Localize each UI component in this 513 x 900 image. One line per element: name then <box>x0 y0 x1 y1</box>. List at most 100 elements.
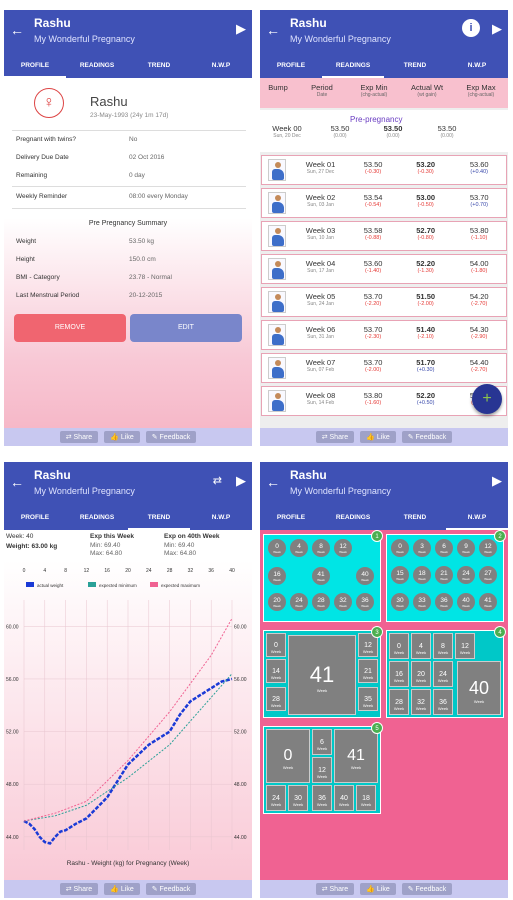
play-icon[interactable]: ▶ <box>236 21 246 36</box>
share-button[interactable]: ⇄ Share <box>59 883 99 895</box>
week-number: 40 <box>468 677 490 698</box>
share-button[interactable]: ⇄ Share <box>315 883 355 895</box>
reading-row[interactable]: Week 05 Sun, 24 Jan 53.70 (-2.20) 51.50 (-2.0… <box>261 287 507 317</box>
edit-button[interactable]: EDIT <box>130 314 242 342</box>
week-tile: 40 Week <box>334 785 354 811</box>
remove-button[interactable]: REMOVE <box>14 314 126 342</box>
exp-max-change: (-2.70) <box>471 367 488 373</box>
tab-readings[interactable]: READINGS <box>79 514 115 521</box>
nwp-card-2[interactable]: 0 Week 3 Week 6 Week 9 Week 12 Week 15 Week 18 Week 21… <box>386 534 504 622</box>
week-unit: Week <box>361 578 369 582</box>
reading-row[interactable]: Week 02 Sun, 03 Jan 53.54 (-0.54) 53.00 (-0.5… <box>261 188 507 218</box>
readings-screen: ← Rashu My Wonderful Pregnancy i ▶ PROFI… <box>260 10 508 446</box>
feedback-button[interactable]: ✎ Feedback <box>145 883 197 895</box>
readings-list[interactable]: Pre-pregnancy Week 00 Sun, 20 Dec 53.50 (0… <box>260 108 508 428</box>
actual-cell: 53.00 (-0.50) <box>399 189 453 208</box>
feedback-button[interactable]: ✎ Feedback <box>401 883 453 895</box>
week-unit: Week <box>295 604 303 608</box>
reading-row[interactable]: Week 01 Sun, 27 Dec 53.50 (-0.30) 53.20 (-0.3… <box>261 155 507 185</box>
week-number: 8 <box>319 543 323 550</box>
feedback-button[interactable]: ✎ Feedback <box>401 431 453 443</box>
week-circle: 40 Week <box>457 593 475 611</box>
play-icon[interactable]: ▶ <box>236 473 246 488</box>
profile-screen: ← Rashu My Wonderful Pregnancy ▶ PROFILE… <box>4 10 252 446</box>
feedback-label: Feedback <box>415 434 447 441</box>
like-button[interactable]: 👍 Like <box>360 431 396 443</box>
like-button[interactable]: 👍 Like <box>104 883 140 895</box>
like-button[interactable]: 👍 Like <box>104 431 140 443</box>
play-icon[interactable]: ▶ <box>492 473 502 488</box>
play-icon[interactable]: ▶ <box>492 21 502 36</box>
tab-profile[interactable]: PROFILE <box>4 56 66 78</box>
week-label: Week 05 <box>305 292 336 301</box>
app-title: Rashu <box>290 468 327 482</box>
back-arrow-icon[interactable]: ← <box>10 22 24 38</box>
divider <box>12 130 246 131</box>
figure-thumbnail <box>268 291 286 313</box>
exp-max-cell: 53.70 (+0.70) <box>452 189 506 208</box>
back-arrow-icon[interactable]: ← <box>266 22 280 38</box>
back-arrow-icon[interactable]: ← <box>10 474 24 490</box>
week-unit: Week <box>437 649 449 655</box>
like-button[interactable]: 👍 Like <box>360 883 396 895</box>
pregnant-figure-icon <box>262 288 294 316</box>
week-unit: Week <box>393 649 405 655</box>
share-button[interactable]: ⇄ Share <box>59 431 99 443</box>
nwp-card-4[interactable]: 0 Week 4 Week 8 Week 12 Week 16 Week 20 Week 24 Week 2… <box>386 630 504 718</box>
reading-row[interactable]: Week 06 Sun, 31 Jan 53.70 (-2.30) 51.40 (-2.1… <box>261 320 507 350</box>
week-circle: 36 Week <box>356 593 374 611</box>
reading-row[interactable]: Week 03 Sun, 10 Jan 53.58 (-0.88) 52.70 (-0.8… <box>261 221 507 251</box>
reminder-row[interactable]: Weekly Reminder 08:00 every Monday <box>16 193 242 200</box>
tab-nwp[interactable]: N.W.P <box>446 508 508 530</box>
exp-min-change: (-1.60) <box>364 400 382 406</box>
current-weight: Weight: 63.00 kg <box>6 543 58 550</box>
exp-min-change: (-0.88) <box>364 235 382 241</box>
week-unit: Week <box>418 550 426 554</box>
week-tile: 40 Week <box>457 661 501 715</box>
exp-min-change: (-1.40) <box>364 268 382 274</box>
chart-title: Rashu - Weight (kg) for Pregnancy (Week) <box>67 860 190 867</box>
week-unit: Week <box>362 674 374 680</box>
week-tile: 41 Week <box>288 635 356 715</box>
week-number: 30 <box>294 794 302 802</box>
reading-row[interactable]: Week 08 Sun, 14 Feb 53.80 (-1.60) 52.20 (+0.5… <box>261 386 507 416</box>
tab-profile[interactable]: PROFILE <box>276 514 306 521</box>
tab-trend[interactable]: TREND <box>147 62 171 69</box>
nwp-body: 0 Week 4 Week 8 Week 12 Week 16 Week 20 Week 24 Week 2… <box>260 530 508 880</box>
legend-label: expected minimum <box>99 583 137 588</box>
week-number: 12 <box>318 766 326 774</box>
footer-bar: ⇄ Share 👍 Like ✎ Feedback <box>4 428 252 446</box>
info-icon[interactable]: i <box>462 19 480 37</box>
feedback-button[interactable]: ✎ Feedback <box>145 431 197 443</box>
add-reading-button[interactable]: + <box>472 384 502 414</box>
share-icon[interactable]: ⇄ <box>212 475 222 487</box>
reading-row[interactable]: Week 04 Sun, 17 Jan 53.60 (-1.40) 52.20 (-1.3… <box>261 254 507 284</box>
week-unit: Week <box>362 702 374 708</box>
tab-readings[interactable]: READINGS <box>79 62 115 69</box>
tab-nwp[interactable]: N.W.P <box>467 62 487 69</box>
nwp-card-5[interactable]: 0 Week 41 Week 6 Week 12 Week 24 Week 30 Week 36 Week… <box>263 726 381 814</box>
week-tile: 24 Week <box>433 661 453 687</box>
share-button[interactable]: ⇄ Share <box>315 431 355 443</box>
week-unit: Week <box>338 801 350 807</box>
week-number: 6 <box>442 543 446 550</box>
back-arrow-icon[interactable]: ← <box>266 474 280 490</box>
tab-profile[interactable]: PROFILE <box>20 514 50 521</box>
col-header: Exp Min (chg-actual) <box>348 78 400 108</box>
nwp-card-3[interactable]: 41 Week 0 Week 14 Week 28 Week 12 Week 21 Week 35 Wee… <box>263 630 381 718</box>
nwp-card-1[interactable]: 0 Week 4 Week 8 Week 12 Week 16 Week 20 Week 24 Week 2… <box>263 534 381 622</box>
tab-profile[interactable]: PROFILE <box>276 62 306 69</box>
actual-cell: 52.20 (+0.50) <box>399 387 453 406</box>
reading-row[interactable]: Week 07 Sun, 07 Feb 53.70 (-2.00) 51.70 (+0.3… <box>261 353 507 383</box>
exp-max-change: (-2.90) <box>471 334 488 340</box>
week-tile: 4 Week <box>411 633 431 659</box>
tab-readings[interactable]: READINGS <box>322 56 384 78</box>
tab-trend[interactable]: TREND <box>403 62 427 69</box>
tab-nwp[interactable]: N.W.P <box>211 62 231 69</box>
week-number: 28 <box>317 597 325 604</box>
tab-trend[interactable]: TREND <box>403 514 427 521</box>
tab-nwp[interactable]: N.W.P <box>211 514 231 521</box>
tab-readings[interactable]: READINGS <box>335 514 371 521</box>
tab-trend[interactable]: TREND <box>128 508 190 530</box>
pre-pregnancy-row[interactable]: Pre-pregnancy Week 00 Sun, 20 Dec 53.50 (0… <box>260 110 508 152</box>
